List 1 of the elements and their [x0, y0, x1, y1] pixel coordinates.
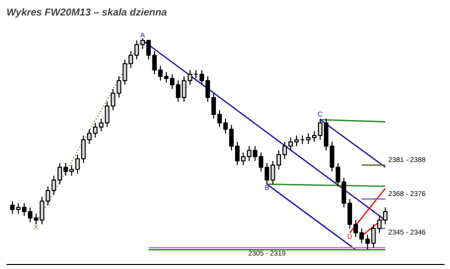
chart-title: Wykres FW20M13 – skala dzienna — [6, 8, 168, 18]
